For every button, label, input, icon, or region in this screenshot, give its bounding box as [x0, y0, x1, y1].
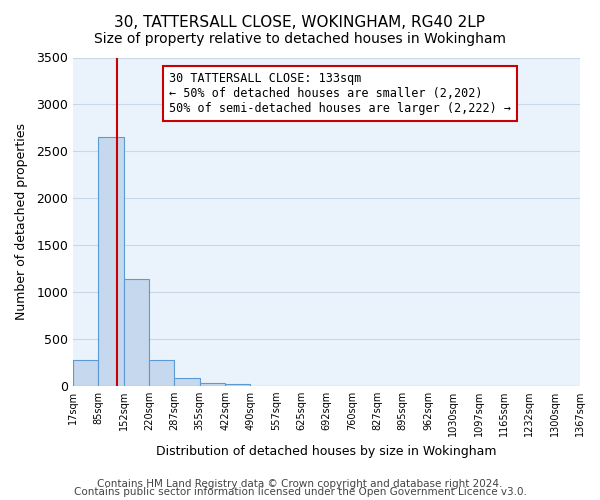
Bar — [175, 378, 200, 386]
X-axis label: Distribution of detached houses by size in Wokingham: Distribution of detached houses by size … — [156, 444, 497, 458]
Bar — [73, 360, 98, 386]
Bar — [149, 360, 175, 386]
Text: 30 TATTERSALL CLOSE: 133sqm
← 50% of detached houses are smaller (2,202)
50% of : 30 TATTERSALL CLOSE: 133sqm ← 50% of det… — [169, 72, 511, 116]
Bar — [124, 279, 149, 386]
Text: Contains HM Land Registry data © Crown copyright and database right 2024.: Contains HM Land Registry data © Crown c… — [97, 479, 503, 489]
Bar — [225, 384, 250, 386]
Bar — [200, 383, 225, 386]
Bar — [98, 137, 124, 386]
Text: Contains public sector information licensed under the Open Government Licence v3: Contains public sector information licen… — [74, 487, 526, 497]
Text: Size of property relative to detached houses in Wokingham: Size of property relative to detached ho… — [94, 32, 506, 46]
Y-axis label: Number of detached properties: Number of detached properties — [15, 123, 28, 320]
Text: 30, TATTERSALL CLOSE, WOKINGHAM, RG40 2LP: 30, TATTERSALL CLOSE, WOKINGHAM, RG40 2L… — [115, 15, 485, 30]
